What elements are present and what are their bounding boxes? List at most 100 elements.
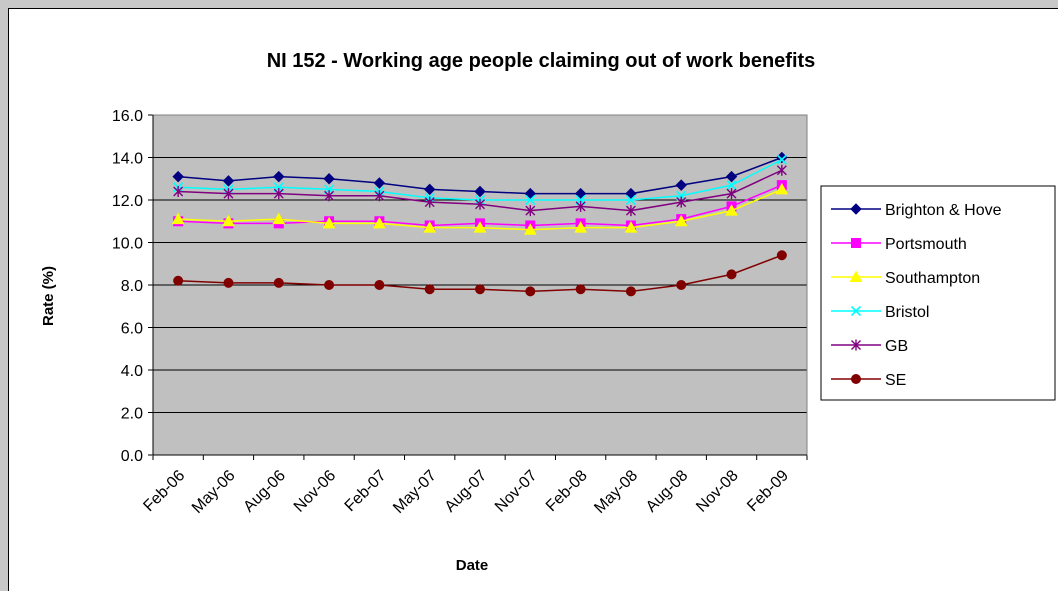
- axes: [152, 114, 808, 456]
- data-point-gb: [424, 196, 435, 208]
- data-point-se: [173, 275, 184, 286]
- y-tick-label: 0.0: [121, 448, 143, 465]
- legend-marker-southampton: [849, 270, 863, 282]
- data-point-gb: [223, 188, 234, 200]
- data-point-gb: [525, 205, 536, 217]
- legend-box: [820, 185, 1056, 401]
- y-axis-ticks: 0.0 2.0 4.0 6.0 8.0 10.0 12.0 14.0 16.0: [112, 108, 153, 465]
- data-point-brighton-hove: [524, 187, 537, 200]
- legend-label: Bristol: [885, 304, 929, 321]
- data-point-gb: [324, 190, 335, 202]
- data-point-southampton: [373, 216, 386, 229]
- series-se: [173, 250, 787, 297]
- data-point-bristol: [726, 180, 737, 191]
- y-tick-label: 8.0: [121, 278, 143, 295]
- data-point-southampton: [725, 204, 738, 216]
- y-tick-label: 6.0: [121, 321, 143, 338]
- x-axis-title: Date: [456, 557, 489, 574]
- series-southampton: [171, 182, 789, 235]
- legend-item-southampton: Southampton: [831, 270, 980, 287]
- data-point-brighton-hove: [323, 173, 335, 185]
- data-point-southampton: [473, 221, 487, 233]
- data-point-se: [676, 280, 687, 290]
- x-tick-label: Aug-06: [240, 467, 289, 516]
- data-point-gb: [625, 205, 636, 217]
- data-point-southampton: [523, 223, 537, 235]
- data-point-bristol: [525, 194, 536, 206]
- x-axis-ticks: Feb-06 May-06 Aug-06 Nov-06 Feb-07 May-07 Aug-…: [140, 455, 808, 517]
- data-point-southampton: [624, 221, 638, 233]
- legend-label: Brighton & Hove: [885, 202, 1002, 219]
- data-point-brighton-hove: [574, 187, 587, 200]
- legend-marker-brighton-hove: [850, 203, 862, 215]
- y-axis-title: Rate (%): [40, 266, 57, 326]
- data-point-se: [525, 286, 536, 297]
- data-point-brighton-hove: [423, 183, 436, 196]
- data-point-southampton: [775, 182, 789, 195]
- x-tick-label: May-08: [591, 467, 641, 517]
- data-point-gb: [726, 188, 737, 200]
- data-point-gb: [374, 190, 385, 202]
- data-point-gb: [776, 164, 787, 176]
- data-point-brighton-hove: [273, 170, 285, 183]
- x-tick-label: May-06: [189, 467, 239, 517]
- legend-marker-gb: [851, 339, 861, 351]
- legend-marker-se: [851, 374, 861, 384]
- legend-label: SE: [885, 372, 906, 389]
- x-tick-label: Feb-08: [543, 467, 591, 515]
- legend-item-brighton-hove: Brighton & Hove: [831, 202, 1002, 219]
- legend-marker-bristol: [850, 305, 862, 317]
- line-chart: NI 152 - Working age people claiming out…: [40, 50, 1056, 574]
- data-point-se: [273, 277, 284, 288]
- data-point-se: [374, 280, 385, 290]
- x-tick-label: Nov-08: [693, 467, 742, 516]
- data-point-gb: [676, 196, 687, 208]
- data-point-se: [324, 280, 335, 290]
- series-brighton-hove: [172, 151, 788, 200]
- legend-item-se: SE: [831, 372, 906, 389]
- data-point-bristol: [776, 154, 787, 165]
- y-tick-label: 4.0: [121, 363, 143, 380]
- x-tick-label: Nov-06: [291, 467, 340, 516]
- x-tick-label: Feb-06: [140, 467, 188, 515]
- x-tick-label: Aug-07: [442, 467, 491, 516]
- y-tick-label: 14.0: [112, 151, 143, 168]
- data-point-southampton: [222, 214, 235, 227]
- data-point-se: [726, 269, 737, 280]
- x-tick-label: Aug-08: [643, 467, 692, 516]
- data-point-gb: [475, 198, 485, 210]
- legend-item-bristol: Bristol: [831, 304, 929, 321]
- data-point-brighton-hove: [474, 185, 486, 198]
- x-tick-label: May-07: [390, 467, 440, 517]
- data-point-southampton: [272, 212, 286, 225]
- x-tick-label: Feb-09: [744, 467, 792, 515]
- y-tick-label: 12.0: [112, 193, 143, 210]
- y-tick-label: 16.0: [112, 108, 143, 125]
- legend-label: Southampton: [885, 270, 980, 287]
- data-point-southampton: [674, 214, 688, 227]
- y-tick-label: 10.0: [112, 236, 143, 253]
- data-point-southampton: [171, 212, 185, 225]
- legend: Brighton & Hove Portsmouth Southampton Bris…: [820, 185, 1056, 401]
- chart-area: NI 152 - Working age people claiming out…: [8, 8, 1058, 591]
- data-point-southampton: [423, 221, 437, 233]
- data-point-se: [475, 284, 485, 295]
- data-point-brighton-hove: [222, 175, 235, 187]
- data-point-brighton-hove: [675, 179, 687, 191]
- data-point-se: [776, 250, 787, 261]
- data-point-southampton: [322, 216, 336, 229]
- data-point-gb: [273, 188, 284, 200]
- chart-title: NI 152 - Working age people claiming out…: [267, 50, 816, 72]
- data-point-gb: [173, 186, 184, 197]
- data-point-brighton-hove: [373, 177, 386, 189]
- y-tick-label: 2.0: [121, 406, 143, 423]
- data-point-brighton-hove: [625, 187, 637, 200]
- legend-marker-portsmouth: [851, 238, 861, 248]
- data-point-se: [575, 284, 586, 295]
- legend-item-portsmouth: Portsmouth: [831, 236, 967, 253]
- x-tick-label: Feb-07: [342, 467, 390, 515]
- series-gb: [173, 164, 787, 217]
- data-point-se: [625, 286, 636, 297]
- data-point-brighton-hove: [725, 170, 738, 183]
- legend-label: Portsmouth: [885, 236, 967, 253]
